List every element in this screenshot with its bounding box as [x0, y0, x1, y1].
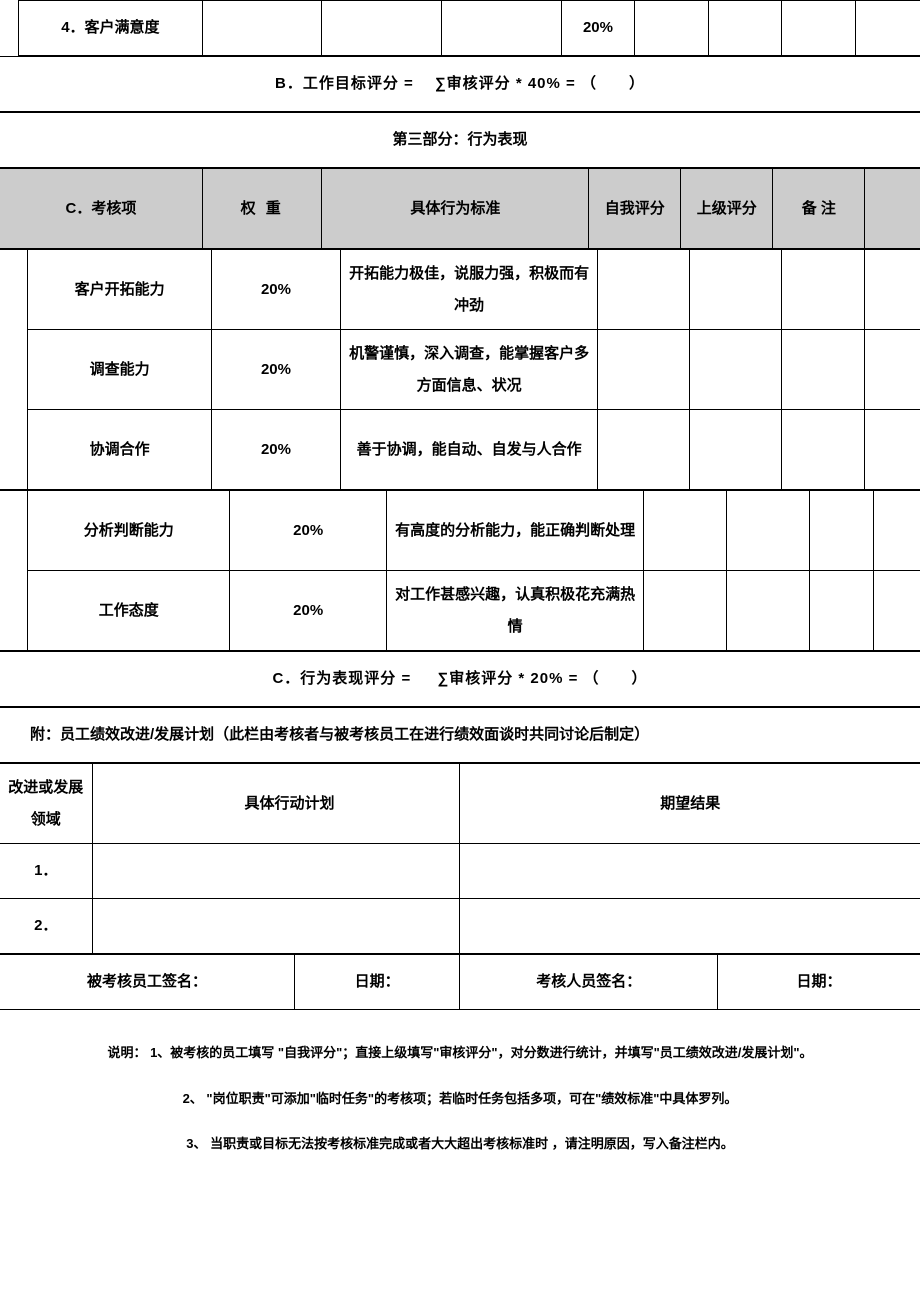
remark-cell[interactable] — [782, 250, 865, 330]
goal-label: 4．客户满意度 — [18, 1, 202, 56]
note-line: 3、 当职责或目标无法按考核标准完成或者大大超出考核标准时 ，请注明原因，写入备… — [40, 1121, 880, 1167]
improvement-title-row: 附：员工绩效改进/发展计划（此栏由考核者与被考核员工在进行绩效面谈时共同讨论后制… — [0, 707, 920, 763]
note-line: 说明： 1、被考核的员工填写 "自我评分"；直接上级填写"审核评分"，对分数进行… — [40, 1030, 880, 1076]
section3-title-row: 第三部分：行为表现 — [0, 112, 920, 168]
sup-score-cell[interactable] — [690, 250, 782, 330]
beh-standard: 开拓能力极佳，说服力强，积极而有冲劲 — [340, 250, 598, 330]
improve-num: 2． — [0, 899, 92, 954]
table-row: 协调合作 20% 善于协调，能自动、自发与人合作 — [0, 410, 920, 490]
beh-name: 分析判断能力 — [28, 491, 230, 571]
note-line: 2、 "岗位职责"可添加"临时任务"的考核项；若临时任务包括多项，可在"绩效标准… — [40, 1076, 880, 1122]
sup-score-cell[interactable] — [727, 571, 810, 651]
emp-sign[interactable]: 被考核员工签名： — [0, 955, 294, 1010]
improve-expected-cell[interactable] — [460, 899, 920, 954]
formula-c-row: C．行为表现评分 = ∑审核评分 * 20% = （ ） — [0, 651, 920, 707]
remark-cell[interactable] — [810, 571, 874, 651]
formula-b-row: B．工作目标评分 = ∑审核评分 * 40% = （ ） — [0, 56, 920, 112]
header-c: C．考核项 权 重 具体行为标准 自我评分 上级评分 备 注 — [0, 168, 920, 249]
table-row: 分析判断能力 20% 有高度的分析能力，能正确判断处理 — [0, 491, 920, 571]
hdr-remark: 备 注 — [773, 169, 865, 249]
improvement-title: 附：员工绩效改进/发展计划（此栏由考核者与被考核员工在进行绩效面谈时共同讨论后制… — [0, 708, 920, 763]
table-row: 客户开拓能力 20% 开拓能力极佳，说服力强，积极而有冲劲 — [0, 250, 920, 330]
self-score-cell[interactable] — [644, 571, 727, 651]
hdr-self: 自我评分 — [589, 169, 681, 249]
improve-num: 1． — [0, 844, 92, 899]
beh-name: 工作态度 — [28, 571, 230, 651]
remark-cell[interactable] — [782, 410, 865, 490]
remark-cell[interactable] — [782, 330, 865, 410]
table-row: 工作态度 20% 对工作甚感兴趣，认真积极花充满热情 — [0, 571, 920, 651]
beh-weight: 20% — [212, 330, 341, 410]
signature-row: 被考核员工签名： 日期： 考核人员签名： 日期： — [0, 954, 920, 1010]
sup-score-cell[interactable] — [690, 330, 782, 410]
self-score-cell[interactable] — [598, 410, 690, 490]
hdr-area: 改进或发展领域 — [0, 764, 92, 844]
hdr-item: C．考核项 — [0, 169, 202, 249]
remark-cell[interactable] — [810, 491, 874, 571]
goal-weight: 20% — [561, 1, 635, 56]
beh-name: 客户开拓能力 — [28, 250, 212, 330]
table-row: 1． — [0, 844, 920, 899]
sup-score-cell[interactable] — [690, 410, 782, 490]
beh-weight: 20% — [230, 571, 386, 651]
hdr-expected: 期望结果 — [460, 764, 920, 844]
behavior-rows-a: 客户开拓能力 20% 开拓能力极佳，说服力强，积极而有冲劲 调查能力 20% 机… — [0, 249, 920, 490]
improve-expected-cell[interactable] — [460, 844, 920, 899]
beh-weight: 20% — [212, 410, 341, 490]
hdr-weight: 权 重 — [202, 169, 322, 249]
formula-b: B．工作目标评分 = ∑审核评分 * 40% = （ ） — [0, 57, 920, 112]
date1[interactable]: 日期： — [294, 955, 460, 1010]
beh-standard: 有高度的分析能力，能正确判断处理 — [386, 491, 644, 571]
improvement-table: 改进或发展领域 具体行动计划 期望结果 1． 2． — [0, 763, 920, 954]
beh-name: 调查能力 — [28, 330, 212, 410]
self-score-cell[interactable] — [644, 491, 727, 571]
behavior-rows-b: 分析判断能力 20% 有高度的分析能力，能正确判断处理 工作态度 20% 对工作… — [0, 490, 920, 651]
improve-plan-cell[interactable] — [120, 899, 460, 954]
self-score-cell[interactable] — [598, 250, 690, 330]
beh-weight: 20% — [212, 250, 341, 330]
formula-c: C．行为表现评分 = ∑审核评分 * 20% = （ ） — [0, 652, 920, 707]
self-score-cell[interactable] — [598, 330, 690, 410]
assessor-sign[interactable]: 考核人员签名： — [460, 955, 718, 1010]
date2[interactable]: 日期： — [718, 955, 920, 1010]
beh-standard: 对工作甚感兴趣，认真积极花充满热情 — [386, 571, 644, 651]
table-row: 调查能力 20% 机警谨慎，深入调查，能掌握客户多方面信息、状况 — [0, 330, 920, 410]
table-row: 2． — [0, 899, 920, 954]
sup-score-cell[interactable] — [727, 491, 810, 571]
improve-plan-cell[interactable] — [120, 844, 460, 899]
beh-standard: 善于协调，能自动、自发与人合作 — [340, 410, 598, 490]
beh-standard: 机警谨慎，深入调查，能掌握客户多方面信息、状况 — [340, 330, 598, 410]
table-goals-tail: 4．客户满意度 20% — [0, 0, 920, 56]
hdr-plan: 具体行动计划 — [120, 764, 460, 844]
beh-weight: 20% — [230, 491, 386, 571]
hdr-standard: 具体行为标准 — [322, 169, 589, 249]
notes-section: 说明： 1、被考核的员工填写 "自我评分"；直接上级填写"审核评分"，对分数进行… — [0, 1010, 920, 1167]
hdr-sup: 上级评分 — [681, 169, 773, 249]
table-row: 4．客户满意度 20% — [0, 1, 920, 56]
beh-name: 协调合作 — [28, 410, 212, 490]
section3-title: 第三部分：行为表现 — [0, 113, 920, 168]
